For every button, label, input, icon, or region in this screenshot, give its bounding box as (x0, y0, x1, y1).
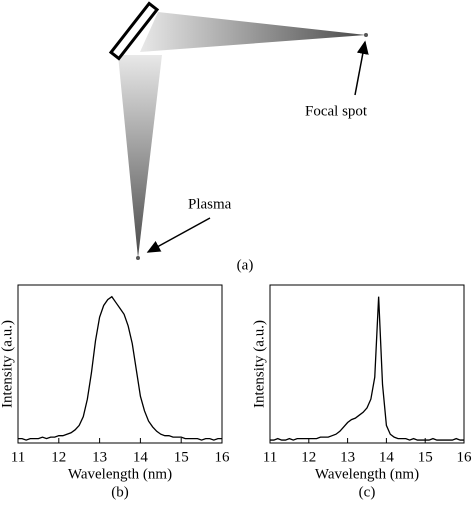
x-tick-label: 12 (301, 449, 316, 465)
focal-label: Focal spot (305, 103, 368, 119)
caption: (c) (359, 484, 376, 500)
plasma-label: Plasma (188, 196, 232, 212)
x-tick-label: 12 (51, 449, 66, 465)
focal-spot (364, 33, 368, 37)
plot-frame (17, 284, 223, 444)
caption: (a) (237, 257, 254, 273)
x-tick-label: 13 (340, 449, 355, 465)
spectrum-line (18, 295, 222, 441)
caption: (b) (111, 484, 129, 500)
y-axis-label: Intensity (a.u.) (0, 320, 15, 408)
x-tick-label: 16 (457, 449, 473, 465)
x-axis-label: Wavelength (nm) (315, 466, 419, 482)
x-axis-label: Wavelength (nm) (68, 466, 172, 482)
arrow (354, 40, 369, 96)
plot-frame (269, 284, 465, 444)
x-tick-label: 15 (174, 449, 189, 465)
y-axis-label: Intensity (a.u.) (251, 320, 267, 408)
arrow (146, 217, 211, 253)
beam-horizontal (140, 12, 366, 52)
spectrum-line (270, 296, 464, 441)
x-tick-label: 15 (418, 449, 433, 465)
x-tick-label: 11 (11, 449, 25, 465)
plasma-point (136, 256, 140, 260)
x-tick-label: 14 (133, 449, 149, 465)
x-tick-label: 13 (92, 449, 107, 465)
beam-vertical (118, 55, 162, 258)
x-tick-label: 14 (379, 449, 395, 465)
x-tick-label: 16 (215, 449, 231, 465)
mirror (108, 1, 160, 61)
x-tick-label: 11 (263, 449, 277, 465)
